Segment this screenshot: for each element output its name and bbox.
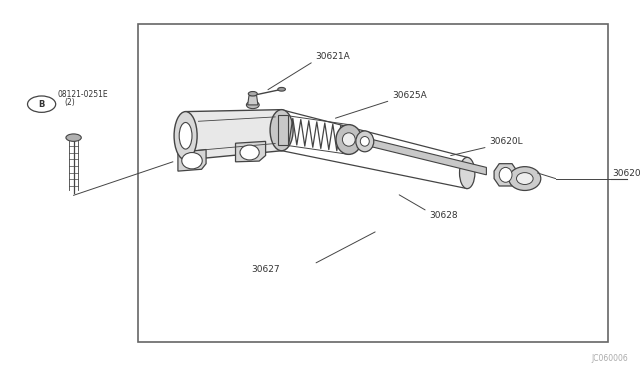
Ellipse shape [342, 133, 355, 146]
Ellipse shape [509, 167, 541, 190]
Text: 08121-0251E: 08121-0251E [58, 90, 108, 99]
Polygon shape [278, 115, 288, 145]
Ellipse shape [240, 145, 259, 160]
Ellipse shape [182, 153, 202, 169]
Polygon shape [186, 110, 282, 160]
Ellipse shape [516, 173, 533, 185]
Text: 30620L: 30620L [489, 137, 523, 146]
Ellipse shape [499, 167, 512, 182]
Ellipse shape [246, 101, 259, 109]
Bar [138, 24, 608, 342]
Text: 30620: 30620 [612, 169, 640, 178]
Text: JC060006: JC060006 [592, 354, 628, 363]
Polygon shape [248, 96, 258, 105]
Ellipse shape [179, 122, 192, 149]
Polygon shape [365, 138, 486, 175]
Text: 30621A: 30621A [315, 52, 349, 61]
Circle shape [28, 96, 56, 112]
Ellipse shape [248, 92, 257, 96]
Ellipse shape [270, 110, 293, 151]
Polygon shape [494, 164, 517, 186]
Ellipse shape [360, 137, 369, 146]
Polygon shape [178, 150, 206, 171]
Text: 30625A: 30625A [392, 91, 427, 100]
Text: B: B [38, 100, 45, 109]
Ellipse shape [460, 157, 475, 189]
Ellipse shape [356, 131, 374, 152]
Ellipse shape [336, 125, 362, 154]
Ellipse shape [66, 134, 81, 141]
Text: 30628: 30628 [429, 211, 458, 219]
Text: (2): (2) [64, 98, 75, 107]
Ellipse shape [278, 87, 285, 91]
Text: 30627: 30627 [251, 265, 280, 274]
Polygon shape [236, 141, 266, 162]
Ellipse shape [174, 112, 197, 160]
